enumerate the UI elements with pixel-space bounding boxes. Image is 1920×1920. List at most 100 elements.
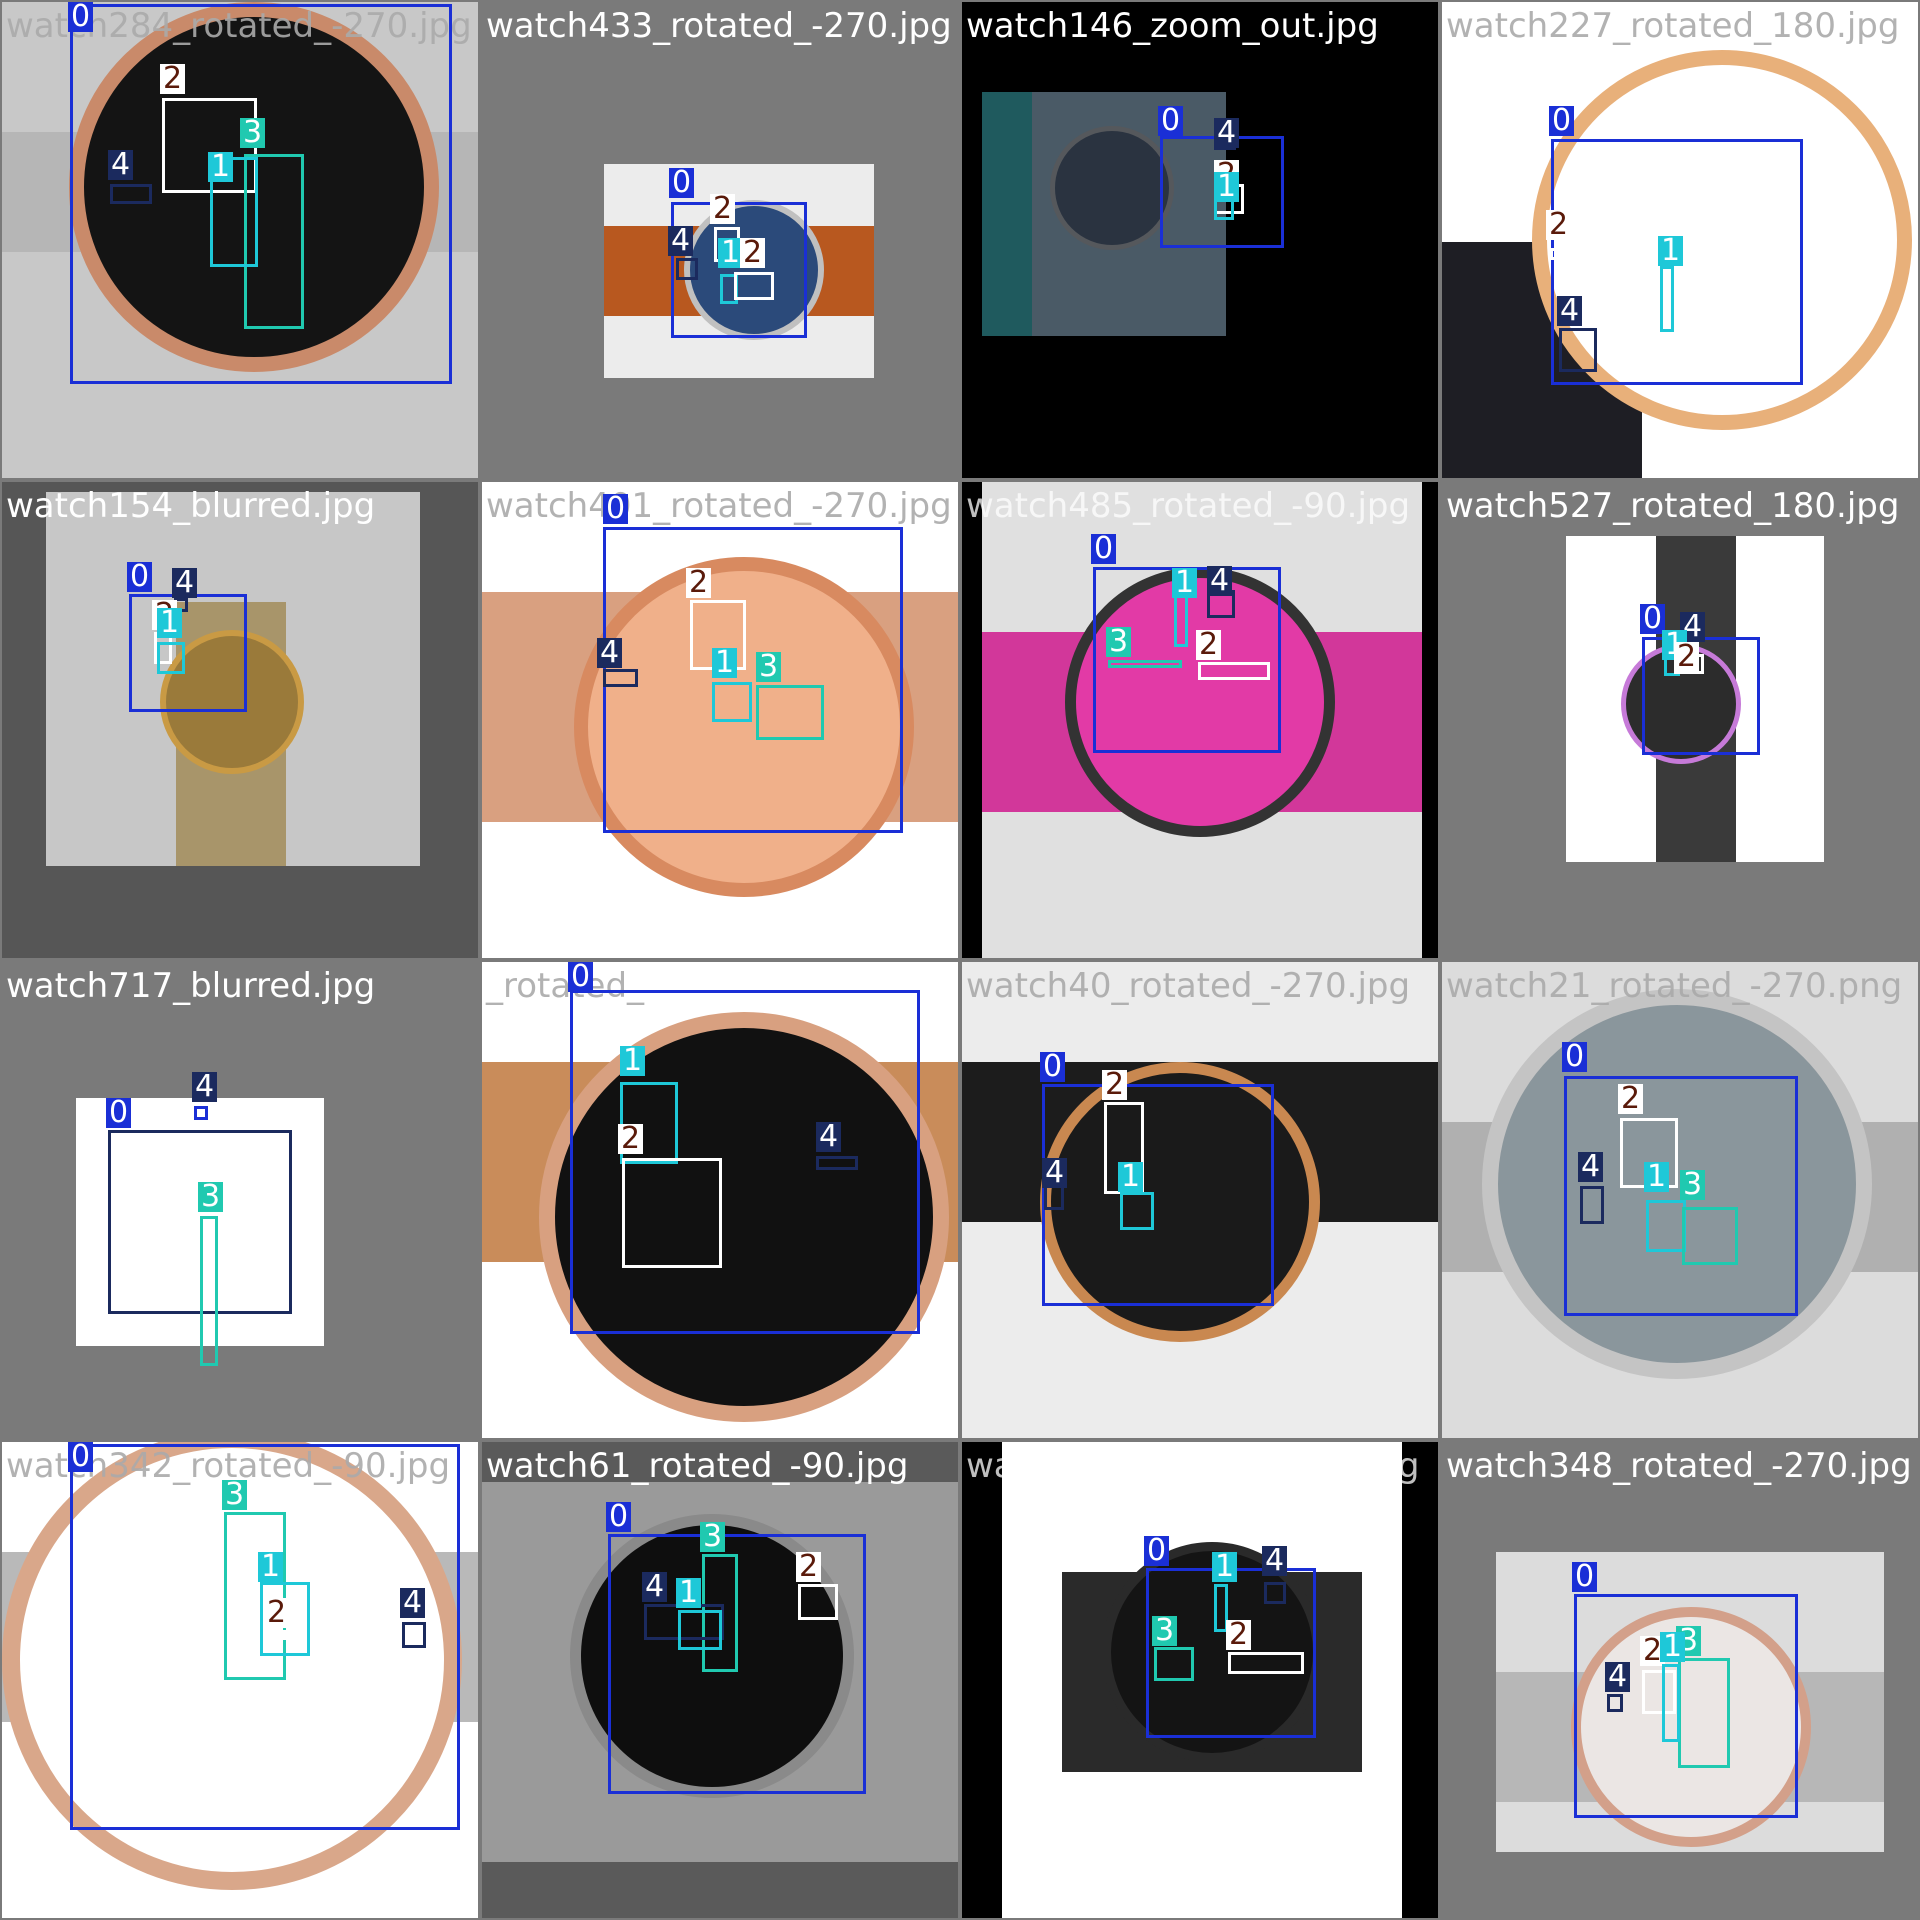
bounding-box-class-1: [712, 682, 752, 722]
class-label: 4: [400, 1588, 426, 1618]
class-label: 4: [172, 568, 198, 598]
image-filename: watch717_blurred.jpg: [6, 966, 376, 1006]
bounding-box-class-1: [1646, 1200, 1686, 1252]
class-label: 1: [718, 238, 744, 268]
bounding-box-class-4: [1559, 328, 1597, 372]
bounding-box-class-1: [260, 1582, 310, 1656]
class-label: 4: [1207, 566, 1233, 596]
class-label: 2: [740, 238, 766, 268]
class-label: 1: [1212, 1552, 1238, 1582]
image-filename: watch485_rotated_-90.jpg: [966, 486, 1411, 526]
mosaic-tile: watch40_rotated_-270.jpg 0 2 4 1: [962, 962, 1438, 1438]
class-label: 2: [160, 64, 186, 94]
image-filename: watch468_rotated_180.jpg: [966, 1446, 1420, 1486]
class-label: 4: [1605, 1662, 1631, 1692]
class-label: 4: [1042, 1158, 1068, 1188]
bounding-box-class-2: [1642, 1670, 1676, 1714]
class-label: 1: [620, 1046, 646, 1076]
class-label: 1: [1214, 172, 1240, 202]
watch-photo: [604, 164, 874, 378]
image-filename: watch348_rotated_-270.jpg: [1446, 1446, 1912, 1486]
watch-photo: [1002, 1442, 1402, 1918]
bounding-box-class-4: [110, 184, 152, 204]
class-label: 3: [1106, 627, 1132, 657]
bounding-box-class-3: [1678, 1658, 1730, 1768]
class-label: 3: [700, 1522, 726, 1552]
mosaic-tile: watch284_rotated_-270.jpg 0 2 3 4 1: [2, 2, 478, 478]
class-label: 1: [1118, 1162, 1144, 1192]
class-label: 0: [1562, 1042, 1588, 1072]
image-filename: watch21_rotated_-270.png: [1446, 966, 1903, 1006]
mosaic-tile: watch468_rotated_180.jpg 0 1 4 3 2: [962, 1442, 1438, 1918]
image-filename: watch40_rotated_-270.jpg: [966, 966, 1411, 1006]
class-label: 0: [1640, 604, 1666, 634]
watch-photo: [482, 962, 958, 1422]
class-label: 3: [222, 1480, 248, 1510]
mosaic-tile: watch485_rotated_-90.jpg 0 1 4 3 2: [962, 482, 1438, 958]
class-label: 4: [1262, 1546, 1288, 1576]
mosaic-tile: watch342_rotated_-90.jpg 0 3 1 2 4: [2, 1442, 478, 1918]
class-label: 2: [1618, 1084, 1644, 1114]
bounding-box-class-0: [1564, 1076, 1798, 1316]
bounding-box-class-2: [266, 1630, 286, 1640]
watch-face: [1065, 567, 1335, 837]
mosaic-tile: watch717_blurred.jpg 4 0 3: [2, 962, 478, 1438]
bounding-box-class-1: [678, 1610, 722, 1650]
class-label: 1: [1172, 568, 1198, 598]
class-label: 2: [710, 194, 736, 224]
class-label: 3: [1152, 1616, 1178, 1646]
class-label: 0: [669, 168, 695, 198]
class-label: 4: [668, 226, 694, 256]
bounding-box-class-0: [603, 527, 903, 833]
image-filename: _rotated_: [486, 966, 645, 1006]
bounding-box-class-1: [1214, 1584, 1228, 1632]
class-label: 4: [1578, 1152, 1604, 1182]
class-label: 3: [1680, 1170, 1706, 1200]
image-filename: watch146_zoom_out.jpg: [966, 6, 1379, 46]
bounding-box-class-3: [1154, 1647, 1194, 1681]
watch-photo: [982, 482, 1422, 958]
bounding-box-class-3: [224, 1512, 286, 1680]
class-label: 3: [198, 1182, 224, 1212]
class-label: 0: [1040, 1052, 1066, 1082]
class-label: 0: [68, 2, 94, 32]
class-label: 0: [1158, 106, 1184, 136]
bounding-box-class-4: [816, 1156, 858, 1170]
bounding-box-class-3: [200, 1216, 218, 1366]
class-label: 1: [208, 152, 234, 182]
class-label: 2: [686, 568, 712, 598]
class-label: 4: [597, 638, 623, 668]
class-label: 2: [1226, 1620, 1252, 1650]
bounding-box-class-2: [1550, 248, 1636, 260]
mosaic-tile: watch61_rotated_-90.jpg 0 3 4 2 1: [482, 1442, 958, 1918]
class-label: 4: [642, 1572, 668, 1602]
bounding-box-class-4: [1264, 1582, 1286, 1604]
bounding-box-class-4: [603, 669, 638, 687]
bounding-box-class-0: [1574, 1594, 1798, 1818]
mosaic-tile: watch146_zoom_out.jpg0421: [962, 2, 1438, 478]
bounding-box-class-0: [1042, 1084, 1274, 1306]
bounding-box-class-3: [702, 1554, 738, 1672]
bounding-box-class-0: [194, 1106, 208, 1120]
bounding-box-class-0: [129, 594, 247, 712]
class-label: 0: [68, 1442, 94, 1472]
class-label: 0: [606, 1502, 632, 1532]
bounding-box-class-0: [570, 990, 920, 1334]
bounding-box-class-1: [1662, 1664, 1680, 1742]
bounding-box-class-3: [244, 154, 304, 329]
bounding-box-class-0: [608, 1534, 866, 1794]
image-filename: watch154_blurred.jpg: [6, 486, 376, 526]
class-label: 2: [264, 1598, 290, 1628]
mosaic-tile: watch154_blurred.jpg0421: [2, 482, 478, 958]
class-label: 0: [1572, 1562, 1598, 1592]
class-label: 1: [1644, 1162, 1670, 1192]
bounding-box-class-0: [1551, 139, 1803, 385]
class-label: 4: [1557, 296, 1583, 326]
class-label: 4: [1680, 612, 1706, 642]
mosaic-tile: watch401_rotated_-270.jpg 0 2 4 1 3: [482, 482, 958, 958]
bounding-box-class-1: [1660, 266, 1674, 332]
bounding-box-class-4: [402, 1622, 426, 1648]
bounding-box-class-4: [1580, 1186, 1604, 1224]
mosaic-tile: watch21_rotated_-270.png 0 2 4 1 3: [1442, 962, 1918, 1438]
